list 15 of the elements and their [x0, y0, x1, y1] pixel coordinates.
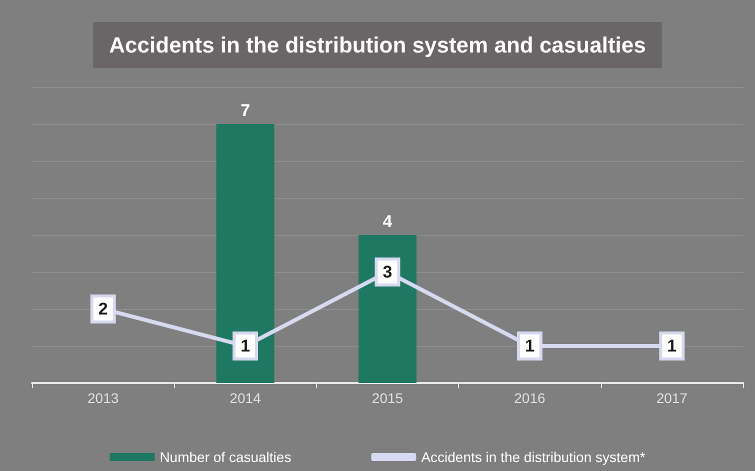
- x-tick-label: 2017: [656, 390, 688, 406]
- chart-title: Accidents in the distribution system and casualties: [109, 32, 646, 58]
- legend-label: Accidents in the distribution system*: [421, 449, 646, 465]
- data-label: 7: [240, 101, 250, 120]
- x-tick-label: 2014: [230, 390, 262, 406]
- x-tick-label: 2016: [514, 390, 546, 406]
- data-label: 2: [98, 300, 108, 318]
- data-label: 1: [667, 336, 677, 356]
- data-label: 1: [240, 336, 250, 356]
- data-label: 4: [382, 212, 393, 231]
- x-tick-label: 2015: [372, 390, 404, 406]
- data-label: 1: [524, 336, 534, 356]
- data-label: 3: [382, 262, 392, 282]
- legend-label: Number of casualties: [160, 449, 292, 465]
- x-tick-label: 2013: [88, 390, 119, 406]
